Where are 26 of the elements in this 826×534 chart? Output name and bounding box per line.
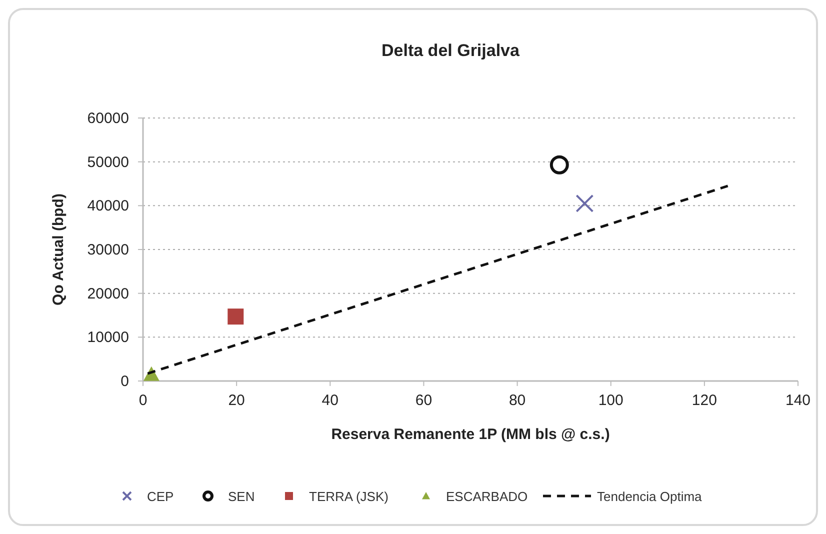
legend-label: SEN (228, 489, 255, 504)
y-tick-label: 40000 (87, 198, 129, 215)
legend-label: CEP (147, 489, 174, 504)
x-tick-label: 40 (322, 392, 338, 409)
y-tick-label: 0 (120, 373, 129, 390)
point (576, 194, 594, 212)
y-tick-label: 50000 (87, 154, 129, 171)
y-axis-title: Qo Actual (bpd) (50, 194, 67, 306)
chart-title: Delta del Grijalva (382, 41, 520, 60)
legend-label: TERRA (JSK) (309, 489, 388, 504)
x-tick-label: 0 (138, 392, 148, 409)
point (550, 155, 569, 174)
y-tick-label: 20000 (87, 285, 129, 302)
y-tick-label: 10000 (87, 329, 129, 346)
x-tick-label: 20 (228, 392, 245, 409)
x-tick-label: 60 (415, 392, 432, 409)
x-tick-label: 140 (785, 392, 811, 409)
x-tick-label: 120 (692, 392, 717, 409)
legend-label: Tendencia Optima (597, 489, 703, 504)
legend-label: ESCARBADO (446, 489, 528, 504)
point (228, 308, 244, 325)
x-axis-title: Reserva Remanente 1P (MM bls @ c.s.) (331, 426, 610, 443)
y-tick-label: 30000 (87, 242, 129, 258)
y-tick-label: 60000 (87, 110, 129, 127)
x-tick-label: 80 (508, 392, 526, 409)
x-tick-label: 100 (598, 392, 624, 409)
